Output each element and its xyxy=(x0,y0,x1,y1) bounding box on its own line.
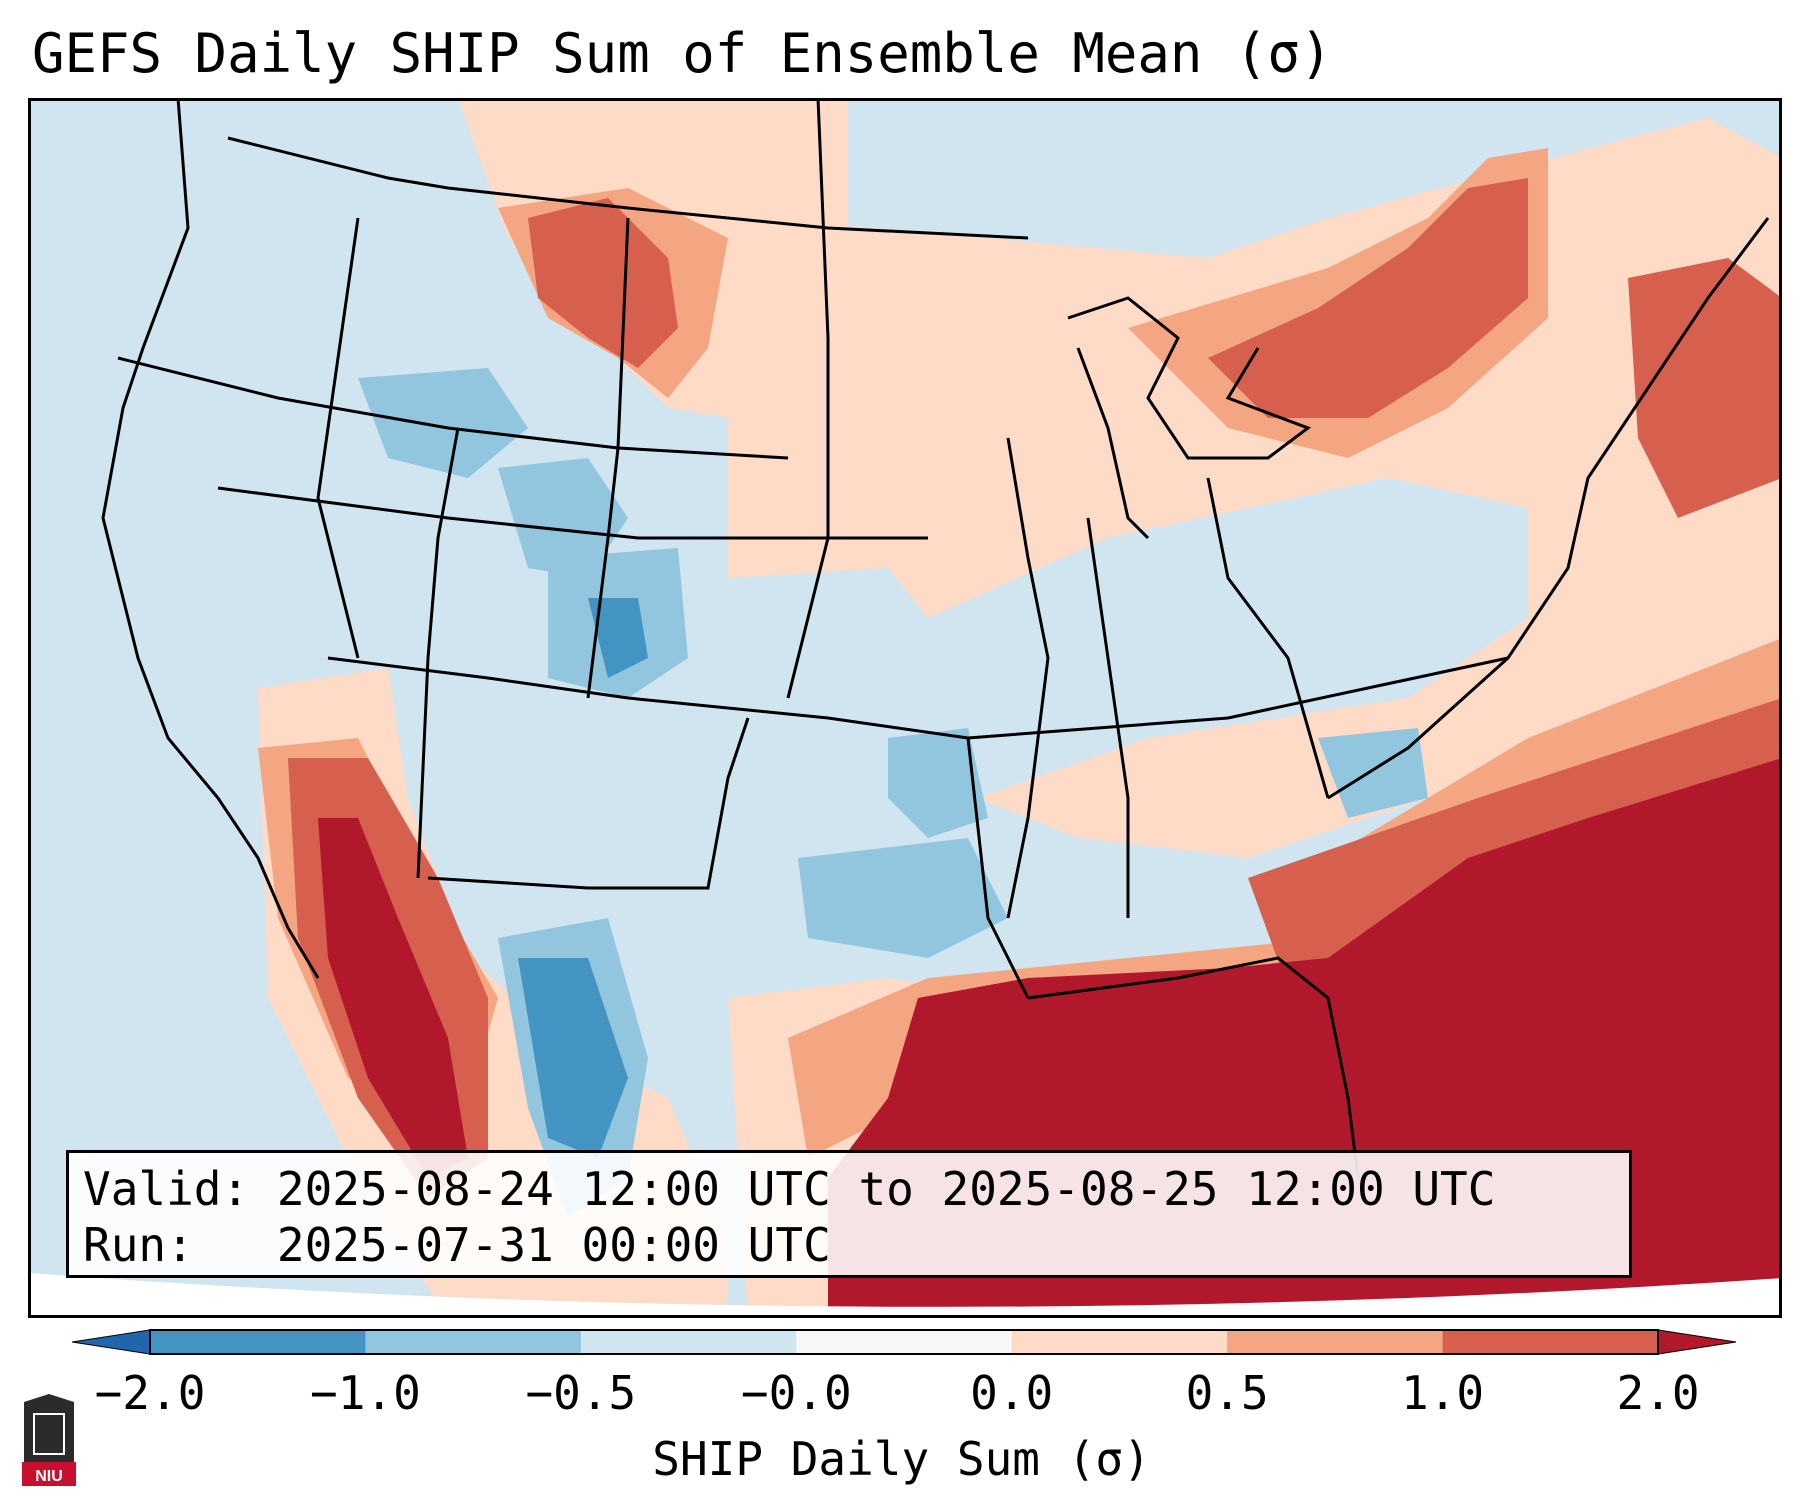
colorbar-bin xyxy=(1011,1330,1228,1354)
colorbar-bin xyxy=(1657,1329,1737,1355)
map-title: GEFS Daily SHIP Sum of Ensemble Mean (σ) xyxy=(32,22,1333,85)
colorbar-tick-label: −1.0 xyxy=(310,1366,421,1420)
colorbar-ticks: −2.0 −1.0 −0.5 −0.0 0.0 0.5 1.0 2.0 xyxy=(0,1366,1803,1426)
colorbar-tick-label: −0.0 xyxy=(740,1366,852,1420)
colorbar xyxy=(71,1329,1737,1355)
colorbar-tick-label: −0.5 xyxy=(525,1366,637,1420)
border-row-4 xyxy=(427,717,750,890)
colorbar-tick-label: 0.5 xyxy=(1185,1366,1269,1420)
colorbar-bin xyxy=(580,1330,797,1354)
colorbar-bin xyxy=(150,1330,366,1354)
border-idaho-nevada xyxy=(316,217,360,659)
great-lakes xyxy=(1067,296,1312,460)
border-montana-dakota xyxy=(586,217,630,699)
west-coastline xyxy=(101,98,320,979)
field-negative-mid-oklahoma xyxy=(888,728,988,838)
field-positive-high-ontario xyxy=(1208,178,1528,418)
border-row-1 xyxy=(117,356,789,460)
map-svg xyxy=(28,98,1782,1318)
canada-border xyxy=(227,136,1029,240)
colorbar-bins xyxy=(71,1329,1737,1355)
logo-window xyxy=(33,1413,65,1455)
field-positive-extreme-gulfofcalifornia xyxy=(318,818,468,1178)
colorbar-tick-label: −2.0 xyxy=(94,1366,206,1420)
field-positive-high-newengland xyxy=(1628,258,1782,518)
border-minnesota xyxy=(786,98,830,699)
colorbar-bin xyxy=(365,1330,582,1354)
colorbar-frame xyxy=(149,1329,1659,1355)
lake-michigan xyxy=(1076,347,1150,540)
colorbar-tick-label: 2.0 xyxy=(1616,1366,1700,1420)
map-border xyxy=(28,98,1782,1318)
field-negative-mid-wyoming xyxy=(498,458,628,578)
border-row-2 xyxy=(217,486,928,540)
border-texas-east xyxy=(966,737,1030,999)
valid-run-info-box: Valid: 2025-08-24 12:00 UTC to 2025-08-2… xyxy=(66,1150,1632,1278)
anomaly-field xyxy=(28,98,1782,1307)
colorbar-bin xyxy=(71,1329,151,1355)
field-negative-mid-georgia xyxy=(1318,728,1428,818)
field-negative-mid-texas xyxy=(798,838,1008,958)
border-utah-wyoming xyxy=(416,427,460,879)
border-row-3 xyxy=(327,656,1509,740)
map-panel xyxy=(28,98,1782,1318)
field-negative-high-mexico xyxy=(518,958,628,1158)
logo-text: NIU xyxy=(35,1468,63,1485)
colorbar-bin xyxy=(1227,1330,1444,1354)
valid-label: Valid: xyxy=(83,1162,250,1216)
border-appalachia xyxy=(1206,477,1330,799)
east-coast xyxy=(1327,217,1770,800)
valid-time: 2025-08-24 12:00 UTC to 2025-08-25 12:00… xyxy=(276,1162,1496,1216)
run-time: 2025-07-31 00:00 UTC xyxy=(276,1218,831,1272)
state-borders xyxy=(101,98,1770,1179)
colorbar-bin xyxy=(796,1330,1013,1354)
gulf-coast xyxy=(1027,956,1360,1179)
field-negative-high-colorado xyxy=(588,598,648,678)
colorbar-tick-label: 0.0 xyxy=(970,1366,1054,1420)
colorbar-label: SHIP Daily Sum (σ) xyxy=(652,1432,1151,1486)
run-label: Run: xyxy=(83,1218,194,1272)
logo-tower xyxy=(24,1394,74,1462)
border-mississippi xyxy=(1006,437,1050,919)
field-positive-high-montana xyxy=(528,198,678,368)
border-alabama-georgia xyxy=(1086,517,1130,918)
niu-logo: NIU xyxy=(22,1394,76,1486)
colorbar-tick-label: 1.0 xyxy=(1401,1366,1485,1420)
field-negative-mid-idaho xyxy=(358,368,528,478)
colorbar-bin xyxy=(1442,1330,1659,1354)
logo-badge xyxy=(22,1462,76,1486)
